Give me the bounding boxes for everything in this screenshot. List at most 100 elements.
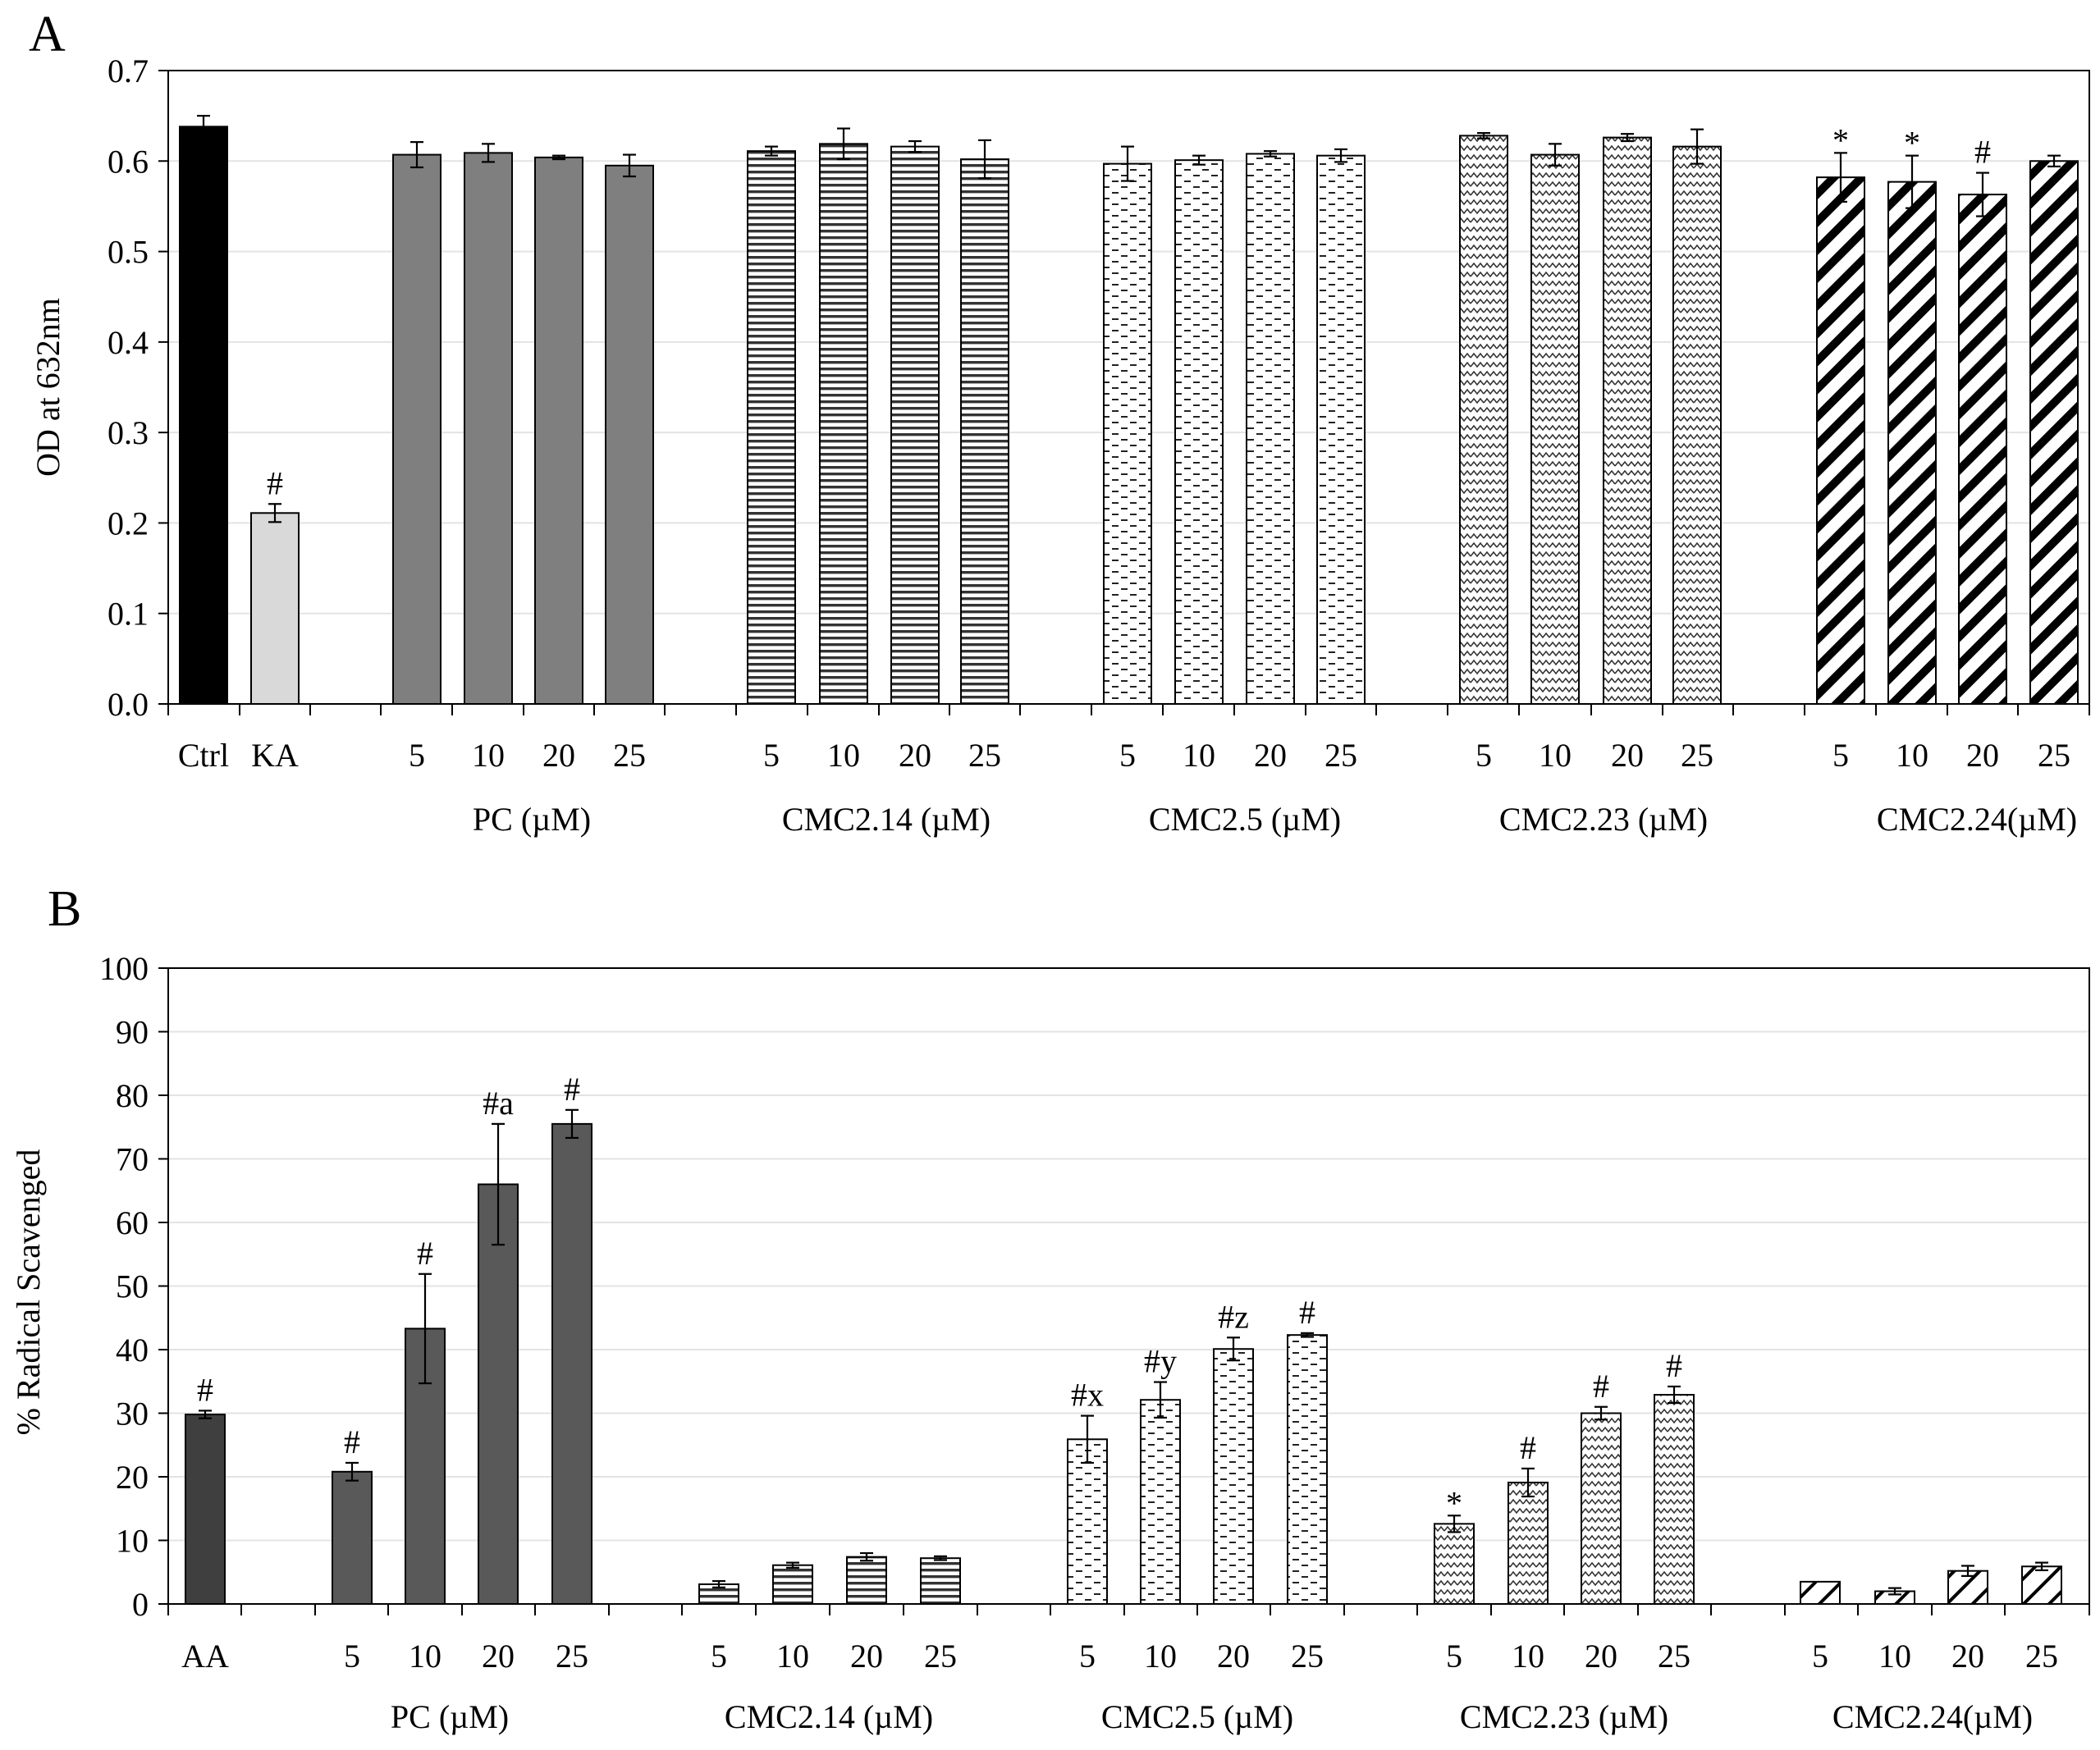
significance-label: #: [1593, 1368, 1609, 1405]
x-tick-label: 20: [1585, 1638, 1617, 1675]
group-label: CMC2.5 (µM): [1101, 1698, 1293, 1735]
x-tick-label: 25: [2038, 737, 2070, 774]
bar: [1316, 154, 1366, 705]
bar: [1530, 153, 1580, 705]
x-tick-label: 10: [1183, 737, 1215, 774]
x-tick-label: 25: [1291, 1638, 1324, 1675]
x-tick-label: 25: [1325, 737, 1357, 774]
bar: [2029, 160, 2079, 706]
x-tick-label: 25: [1681, 737, 1713, 774]
bar: [478, 1183, 519, 1605]
significance-label: #: [197, 1371, 213, 1408]
x-tick-label: 5: [1832, 737, 1849, 774]
x-tick-label: 25: [556, 1638, 588, 1675]
y-tick-label: 0.1: [108, 596, 149, 633]
bar: [534, 156, 583, 706]
y-tick-label: 0.0: [108, 686, 149, 723]
bar: [1459, 135, 1508, 706]
y-tick-label: 0.6: [108, 143, 149, 180]
bar: [1672, 145, 1722, 705]
x-tick-label: 20: [1254, 737, 1287, 774]
panel-letter-a: A: [29, 7, 66, 62]
bar: [1140, 1399, 1181, 1605]
bar: [2021, 1565, 2062, 1606]
x-tick-label: 25: [924, 1638, 957, 1675]
y-tick-label: 20: [116, 1459, 149, 1496]
y-tick-label: 0.7: [108, 53, 149, 89]
x-tick-label: 20: [1611, 737, 1644, 774]
x-tick-label: 5: [763, 737, 780, 774]
y-axis-label-b: % Radical Scavenged: [10, 1149, 47, 1436]
y-tick-label: 0: [132, 1586, 149, 1623]
bar: [1581, 1412, 1622, 1605]
x-tick-label: 10: [1878, 1638, 1911, 1675]
x-tick-label: 10: [1144, 1638, 1177, 1675]
bar: [1816, 176, 1865, 705]
significance-label: #: [267, 464, 283, 501]
bar: [1508, 1481, 1549, 1605]
bar: [1603, 136, 1652, 705]
bar: [960, 158, 1009, 705]
x-tick-label: 20: [1217, 1638, 1250, 1675]
group-labels-b: PC (µM) CMC2.14 (µM) CMC2.5 (µM) CMC2.23 (µ…: [391, 1698, 2033, 1735]
panel-b: B 0 10 20 30 40 50 60 70 80 90 100 % Radical Scave…: [10, 881, 2090, 1735]
bar: [185, 1414, 226, 1606]
panel-letter-b: B: [48, 881, 81, 937]
bar: [772, 1564, 813, 1605]
bar: [1654, 1394, 1695, 1606]
bar: [1958, 194, 2007, 705]
x-tick-label: 20: [850, 1638, 883, 1675]
bar: [890, 145, 940, 705]
y-tick-label: 30: [116, 1396, 149, 1432]
bar: [1067, 1438, 1108, 1606]
x-tick-label: 20: [482, 1638, 515, 1675]
group-label: CMC2.23 (µM): [1499, 801, 1708, 838]
y-tick-label: 90: [116, 1014, 149, 1051]
group-label: CMC2.14 (µM): [725, 1698, 933, 1735]
x-tick-label: 5: [344, 1638, 360, 1675]
x-tick-label: 10: [827, 737, 860, 774]
y-tick-label: 0.4: [108, 324, 149, 361]
y-tick-label: 80: [116, 1077, 149, 1114]
gridlines-b: [168, 967, 2089, 1542]
bar: [1887, 180, 1937, 705]
group-label: PC (µM): [473, 801, 591, 838]
bar: [464, 152, 513, 706]
bar: [1174, 159, 1224, 705]
x-tick-label: 20: [1951, 1638, 1984, 1675]
group-label: CMC2.5 (µM): [1149, 801, 1341, 838]
y-tick-label: 50: [116, 1268, 149, 1305]
x-tick-label: KA: [251, 737, 299, 774]
bar: [846, 1556, 887, 1606]
y-axis-ticks-a: 0.0 0.1 0.2 0.3 0.4 0.5 0.6 0.7: [108, 53, 2090, 723]
x-tick-label: 20: [899, 737, 931, 774]
bars-a: # * * #: [179, 115, 2079, 706]
group-label: PC (µM): [391, 1698, 509, 1735]
bar: [920, 1557, 961, 1605]
x-tick-label: 20: [1966, 737, 1999, 774]
significance-label: #: [1974, 134, 1991, 171]
x-tick-labels-a: Ctrl KA 5 10 20 25 5 10 20 25 5 10 20 25 5 10 20 25 5 10 20 2…: [178, 737, 2070, 774]
significance-label: #a: [483, 1085, 514, 1122]
y-tick-label: 100: [99, 950, 149, 987]
bar: [1434, 1523, 1475, 1605]
x-tick-label: 25: [2025, 1638, 2058, 1675]
significance-label: #: [564, 1071, 580, 1108]
group-label: CMC2.23 (µM): [1460, 1698, 1668, 1735]
x-tick-label: 5: [711, 1638, 727, 1675]
bar: [1800, 1580, 1841, 1605]
x-tick-label: 20: [542, 737, 575, 774]
x-tick-label: 5: [1446, 1638, 1462, 1675]
x-tick-label: 10: [409, 1638, 442, 1675]
significance-label: #: [1520, 1429, 1536, 1466]
y-tick-label: 60: [116, 1204, 149, 1241]
y-tick-label: 0.5: [108, 234, 149, 271]
x-tick-label: 10: [1512, 1638, 1544, 1675]
x-tick-label: 25: [1658, 1638, 1691, 1675]
bar: [1287, 1334, 1328, 1606]
bars-b: # # # #a # #x #y #z # * # # #: [185, 1071, 2062, 1606]
bar: [1246, 153, 1295, 706]
x-tick-label: 25: [613, 737, 646, 774]
bar: [1213, 1348, 1254, 1605]
